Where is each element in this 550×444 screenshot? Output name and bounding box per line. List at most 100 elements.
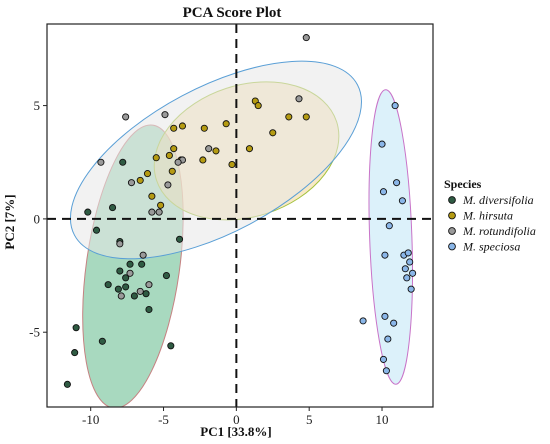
point-m-diversifolia [108, 204, 117, 212]
y-tick-label: 0 [34, 211, 41, 226]
point-m-speciosa [378, 140, 386, 148]
legend-marker [448, 242, 456, 251]
point-m-hirsuta [178, 122, 187, 130]
point-m-speciosa [409, 269, 417, 277]
legend-label: M. hirsuta [462, 209, 513, 223]
point-m-hirsuta [148, 192, 156, 200]
point-m-diversifolia [119, 158, 127, 166]
point-m-diversifolia [122, 274, 130, 282]
point-m-rotundifolia [161, 111, 169, 119]
legend-item-m-rotundifolia: M. rotundifolia [448, 224, 536, 238]
point-m-rotundifolia [126, 269, 134, 277]
point-m-rotundifolia [155, 208, 163, 216]
point-m-speciosa [393, 179, 401, 187]
point-m-diversifolia [104, 281, 112, 289]
point-m-rotundifolia [174, 158, 182, 166]
y-axis-label: PC2 [7%] [2, 194, 17, 249]
point-m-speciosa [390, 319, 398, 327]
point-m-hirsuta [170, 124, 178, 132]
point-m-rotundifolia [302, 34, 310, 42]
point-m-hirsuta [168, 167, 176, 175]
legend-marker [448, 211, 456, 220]
plot-frame [46, 23, 434, 408]
point-m-hirsuta [302, 113, 310, 121]
point-m-rotundifolia [116, 240, 124, 248]
point-m-rotundifolia [136, 287, 144, 295]
reference-lines [47, 24, 433, 407]
point-m-hirsuta [254, 102, 262, 110]
point-m-speciosa [381, 251, 389, 259]
point-m-hirsuta [269, 129, 277, 137]
point-m-rotundifolia [164, 181, 172, 189]
point-m-speciosa [403, 274, 411, 282]
point-m-diversifolia [116, 267, 124, 275]
legend-item-m-diversifolia: M. diversifolia [448, 193, 534, 207]
point-m-rotundifolia [117, 292, 125, 300]
legend-marker [448, 196, 456, 204]
point-m-speciosa [391, 102, 399, 110]
point-m-diversifolia [98, 337, 106, 345]
point-m-hirsuta [212, 147, 220, 155]
point-m-diversifolia [138, 260, 146, 268]
y-tick-label: -5 [29, 325, 40, 340]
point-m-diversifolia [92, 226, 101, 234]
legend-label: M. diversifolia [462, 193, 534, 207]
legend-label: M. rotundifolia [462, 224, 536, 238]
point-m-diversifolia [167, 342, 175, 350]
point-m-diversifolia [71, 349, 79, 357]
point-m-hirsuta [170, 145, 178, 153]
point-m-hirsuta [285, 113, 293, 121]
point-m-diversifolia [72, 324, 80, 332]
point-m-hirsuta [199, 156, 207, 164]
point-m-speciosa [382, 367, 390, 375]
point-m-rotundifolia [97, 158, 105, 166]
y-axis-ticks: -5 0 5 [29, 98, 47, 340]
point-m-diversifolia [114, 285, 122, 293]
x-tick-label: 0 [233, 412, 240, 427]
point-m-speciosa [385, 222, 393, 230]
point-m-speciosa [398, 197, 406, 205]
point-m-speciosa [379, 188, 388, 196]
point-m-rotundifolia [295, 95, 303, 103]
point-m-diversifolia [126, 260, 134, 268]
x-tick-label: 5 [306, 412, 313, 427]
point-m-hirsuta [136, 176, 144, 184]
point-m-diversifolia [145, 306, 153, 314]
legend-marker [448, 227, 456, 235]
point-m-speciosa [406, 258, 414, 266]
x-tick-label: -10 [82, 412, 99, 427]
legend-label: M. speciosa [462, 240, 520, 254]
point-m-hirsuta [222, 120, 230, 128]
point-m-hirsuta [245, 145, 254, 153]
point-m-hirsuta [157, 201, 165, 209]
point-m-rotundifolia [122, 113, 130, 121]
point-m-diversifolia [142, 290, 150, 298]
y-tick-label: 5 [34, 98, 41, 113]
x-tick-label: -5 [158, 412, 169, 427]
point-m-rotundifolia [205, 145, 213, 153]
ellipse-m-speciosa [368, 89, 413, 385]
point-m-speciosa [407, 285, 415, 293]
point-m-rotundifolia [127, 179, 136, 187]
point-m-hirsuta [143, 170, 152, 178]
point-m-diversifolia [122, 283, 130, 291]
point-m-rotundifolia [139, 251, 147, 259]
point-m-rotundifolia [148, 208, 156, 216]
point-m-diversifolia [130, 292, 138, 300]
point-m-diversifolia [176, 235, 184, 243]
x-axis-ticks: -10 -5 0 5 10 [82, 407, 389, 427]
point-m-speciosa [359, 317, 367, 325]
ellipse-m-rotundifolia [69, 60, 362, 260]
legend-item-m-speciosa: M. speciosa [448, 240, 520, 254]
x-axis-label: PC1 [33.8%] [200, 424, 272, 439]
point-m-hirsuta [200, 124, 208, 132]
chart-title: PCA Score Plot [183, 5, 282, 21]
x-tick-label: 10 [376, 412, 389, 427]
point-m-hirsuta [228, 160, 236, 169]
point-m-hirsuta [165, 151, 173, 159]
point-m-hirsuta [152, 154, 160, 162]
point-m-speciosa [401, 265, 409, 273]
point-m-rotundifolia [145, 281, 153, 289]
